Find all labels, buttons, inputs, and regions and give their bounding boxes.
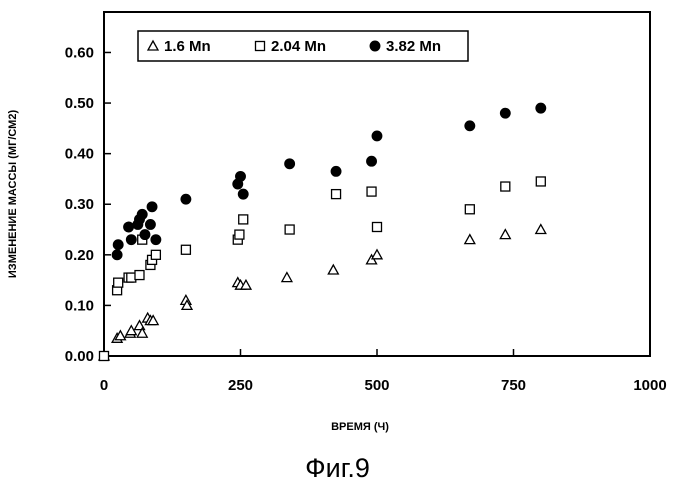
series-1 (97, 223, 547, 361)
square-point (500, 181, 511, 192)
x-axis-title: ВРЕМЯ (Ч) (331, 421, 389, 433)
square-point (535, 176, 546, 187)
legend-box (137, 30, 469, 62)
triangle-point (534, 223, 547, 235)
y-tick-label: 0.00 (65, 348, 94, 365)
legend-item: 2.04 Mn (254, 38, 326, 55)
triangle-point (499, 228, 512, 240)
square-point (238, 214, 249, 225)
y-axis-title: ИЗМЕНЕНИЕ МАССЫ (МГ/СМ2) (7, 110, 19, 279)
square-point (234, 229, 245, 240)
data-marks (97, 102, 547, 362)
triangle-point (147, 314, 160, 326)
triangle-point (180, 299, 194, 311)
circle-point (112, 239, 124, 251)
square-point (330, 188, 342, 200)
square-point (464, 204, 475, 215)
series-2 (98, 176, 546, 362)
circle-point (284, 158, 296, 170)
series-3 (111, 102, 547, 261)
circle-point (125, 234, 137, 246)
circle-point (180, 193, 192, 205)
x-axis: 0 250 500 750 1000 (100, 349, 667, 394)
circle-point (535, 102, 547, 114)
x-tick-label: 750 (501, 377, 526, 394)
circle-point (464, 120, 476, 132)
legend-label: 3.82 Mn (386, 38, 441, 55)
square-point (366, 186, 377, 197)
square-point (134, 269, 145, 281)
y-axis: 0.00 0.10 0.20 0.30 0.40 0.50 0.60 (65, 44, 111, 365)
legend: 1.6 Mn 2.04 Mn 3.82 Mn (137, 30, 469, 62)
square-point (180, 244, 192, 255)
x-tick-label: 1000 (633, 377, 666, 394)
chart: 0 250 500 750 1000 0.000.100.200.300.400.500… (7, 11, 667, 433)
circle-point (330, 165, 342, 177)
legend-label: 2.04 Mn (271, 38, 326, 55)
square-point (113, 277, 124, 288)
x-tick-label: 250 (228, 377, 253, 394)
legend-item: 3.82 Mn (369, 38, 441, 55)
circle-point (237, 188, 249, 200)
circle-point (499, 107, 511, 119)
triangle-point (463, 233, 476, 245)
square-point (98, 350, 110, 362)
circle-point (371, 130, 383, 142)
triangle-point (239, 278, 253, 290)
circle-point (150, 234, 162, 246)
circle-point (366, 155, 377, 167)
circle-point (235, 170, 246, 182)
y-tick-label: 0.30 (65, 196, 94, 213)
circle-marker (369, 40, 381, 52)
legend-item: 1.6 Mn (146, 38, 211, 55)
triangle-point (280, 271, 294, 283)
x-tick-label: 500 (364, 377, 389, 394)
x-tick-label: 0 (100, 377, 108, 394)
square-marker (254, 40, 266, 52)
y-tick-label: 0.50 (65, 95, 94, 112)
square-point (284, 224, 295, 235)
y-tick-label: 0.40 (65, 146, 94, 163)
circle-point (123, 221, 135, 233)
circle-point (111, 249, 123, 261)
triangle-point (114, 329, 127, 341)
triangle-point (327, 263, 340, 275)
circle-point (136, 208, 148, 220)
y-tick-label: 0.20 (65, 247, 94, 264)
figure-caption: Фиг.9 (305, 453, 370, 483)
circle-point (146, 201, 158, 213)
square-point (150, 249, 162, 260)
triangle-point (370, 248, 384, 260)
circle-point (144, 219, 156, 230)
legend-label: 1.6 Mn (164, 38, 211, 55)
triangle-marker (146, 39, 160, 51)
circle-point (139, 229, 151, 241)
y-tick-label: 0.10 (65, 297, 94, 314)
y-tick-label: 0.60 (65, 44, 94, 61)
triangle-point (136, 326, 149, 338)
square-point (371, 221, 383, 233)
